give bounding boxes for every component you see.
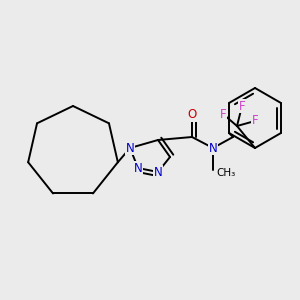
Text: F: F (220, 107, 226, 121)
Text: N: N (154, 166, 162, 178)
Text: F: F (239, 100, 245, 112)
Text: N: N (134, 161, 142, 175)
Text: O: O (188, 109, 196, 122)
Text: N: N (126, 142, 134, 154)
Text: N: N (208, 142, 217, 154)
Text: CH₃: CH₃ (216, 168, 235, 178)
Text: F: F (252, 115, 258, 128)
